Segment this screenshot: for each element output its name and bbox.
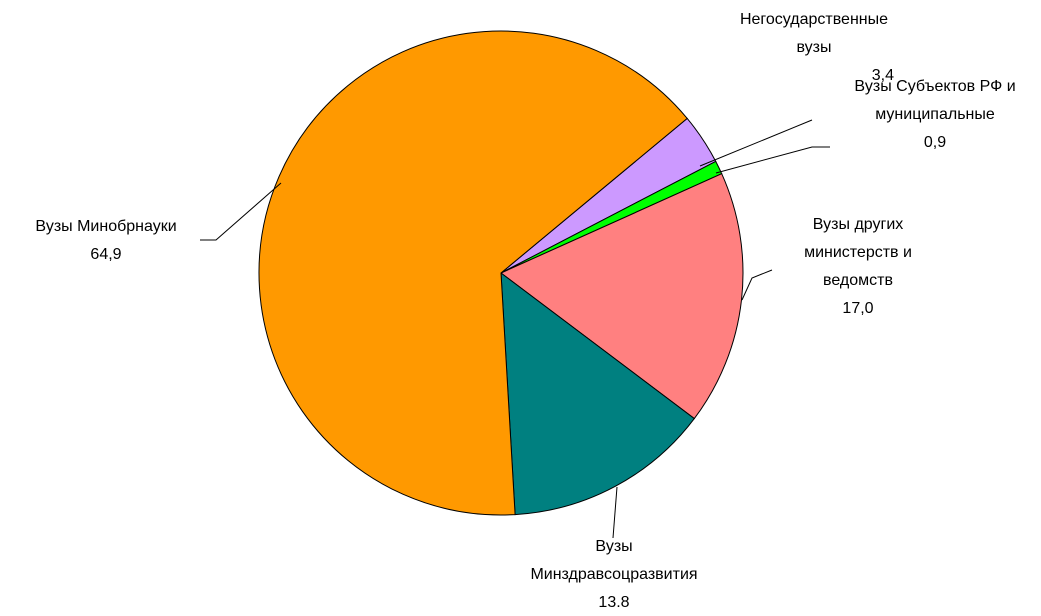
value-label: 3,4 — [871, 67, 894, 84]
value-label: 17,0 — [842, 300, 874, 317]
category-label: Вузы Субъектов РФ и муниципальные — [854, 78, 1016, 123]
slice-label: Вузы других министерств и ведомств 17,0 — [773, 211, 943, 323]
leader-line — [200, 182, 282, 241]
leader-line — [612, 486, 618, 539]
value-label: 64,9 — [90, 246, 122, 263]
leader-line — [715, 146, 830, 174]
slice-label: Вузы Субъектов РФ и муниципальные 0,9 — [840, 73, 1030, 157]
value-label: 13.8 — [598, 594, 630, 611]
slice-label: Вузы Минобрнауки 64,9 — [6, 213, 206, 269]
value-label: 0,9 — [923, 134, 947, 151]
slice-label: Вузы Минздравсоцразвития 13.8 — [529, 533, 699, 616]
leader-line — [699, 119, 813, 167]
pie-slice — [500, 173, 744, 420]
leader-line — [741, 269, 773, 301]
pie-slice — [500, 271, 696, 516]
category-label: Вузы других министерств и ведомств — [804, 216, 912, 289]
category-label: Вузы Минздравсоцразвития — [530, 538, 698, 583]
category-label: Вузы Минобрнауки — [35, 218, 177, 235]
pie-slice — [258, 30, 688, 516]
slice-label: Негосударственные вузы 3,4 — [734, 6, 894, 90]
slices — [258, 30, 744, 516]
category-label: Негосударственные вузы — [739, 11, 889, 56]
